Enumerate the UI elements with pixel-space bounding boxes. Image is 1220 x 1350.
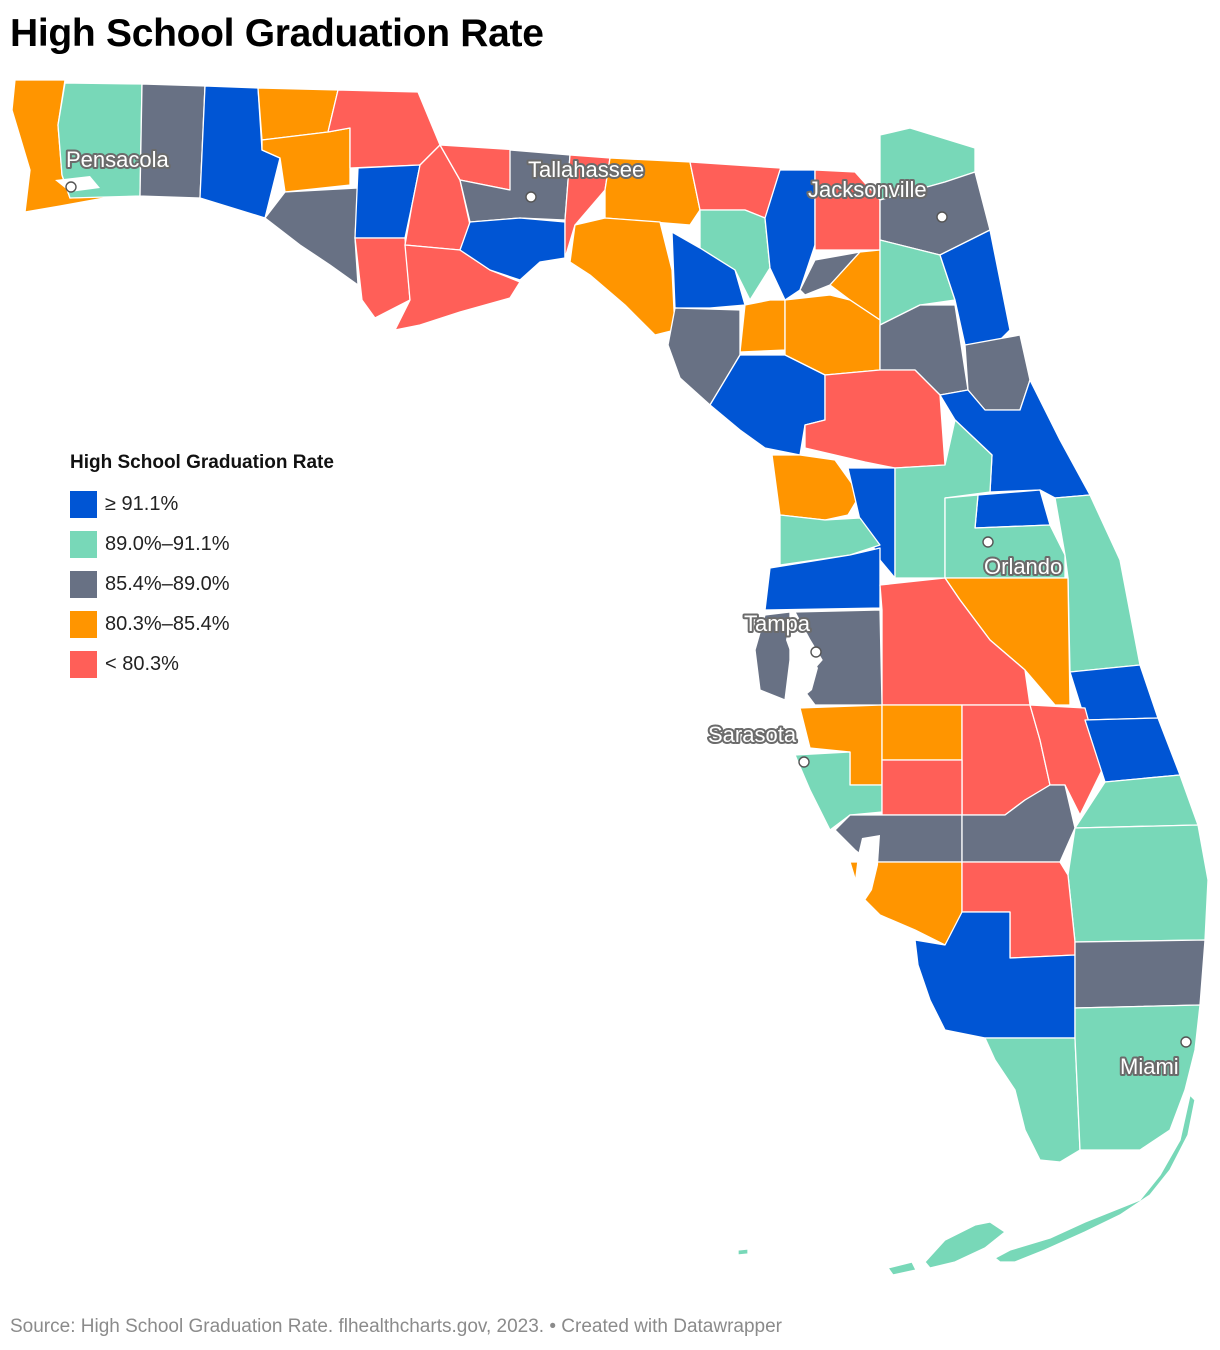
city-sarasota: Sarasota (706, 720, 810, 768)
legend-swatch (70, 570, 97, 598)
city-jacksonville: Jacksonville (806, 175, 948, 223)
charlotte-harbor (855, 835, 880, 905)
city-pensacola: Pensacola (64, 145, 172, 193)
city-dot (65, 181, 77, 193)
city-orlando: Orlando (982, 536, 1064, 581)
county-marion[interactable] (804, 369, 946, 469)
legend-swatch (70, 650, 97, 678)
city-label: Miami (1120, 1054, 1179, 1079)
county-monroe[interactable] (984, 1037, 1081, 1163)
county-okaloosa[interactable] (139, 83, 206, 199)
county-gulf[interactable] (354, 237, 411, 319)
legend-swatch (70, 530, 97, 558)
city-label: Tallahassee (528, 157, 644, 182)
legend-item: 89.0%–91.1% (70, 524, 334, 564)
legend-swatch (70, 490, 97, 518)
county-okeechobee[interactable] (1029, 704, 1103, 816)
florida-keys (994, 1094, 1196, 1263)
county-wakulla[interactable] (459, 217, 566, 281)
key-tortugas (737, 1248, 749, 1256)
county-clay[interactable] (879, 239, 956, 326)
county-gilchrist[interactable] (739, 299, 786, 353)
city-dot (982, 536, 994, 548)
city-label: Jacksonville (808, 177, 927, 202)
city-dot (798, 756, 810, 768)
legend-label: 89.0%–91.1% (105, 532, 230, 555)
county-lake[interactable] (894, 419, 993, 579)
legend-swatch (70, 610, 97, 638)
county-broward[interactable] (1074, 939, 1206, 1009)
county-seminole[interactable] (974, 489, 1051, 529)
city-miami: Miami (1118, 1036, 1192, 1081)
county-bay[interactable] (264, 187, 359, 286)
key-small-west (887, 1261, 917, 1276)
county-citrus[interactable] (771, 454, 861, 521)
county-pinellas[interactable] (754, 611, 791, 701)
source-footer: Source: High School Graduation Rate. flh… (10, 1316, 783, 1337)
city-tallahassee: Tallahassee (525, 155, 646, 203)
tampa-bay (786, 618, 818, 700)
county-desoto[interactable] (881, 759, 963, 816)
legend-label: < 80.3% (105, 652, 179, 675)
city-label: Orlando (984, 554, 1062, 579)
city-label: Tampa (744, 611, 811, 636)
legend-item: ≥ 91.1% (70, 484, 334, 524)
city-dot (1180, 1036, 1192, 1048)
county-palm-beach[interactable] (1067, 824, 1209, 943)
city-label: Sarasota (708, 722, 797, 747)
legend-title: High School Graduation Rate (70, 452, 334, 473)
county-pasco[interactable] (764, 547, 881, 611)
city-dot (936, 211, 948, 223)
legend-label: ≥ 91.1% (105, 492, 179, 515)
legend: High School Graduation Rate ≥ 91.1% 89.0… (70, 452, 334, 684)
page-title: High School Graduation Rate (10, 12, 544, 55)
county-hardee[interactable] (881, 704, 963, 761)
county-hillsborough[interactable] (794, 609, 883, 706)
city-dot (525, 191, 537, 203)
legend-item: 85.4%–89.0% (70, 564, 334, 604)
city-dot (810, 646, 822, 658)
county-taylor[interactable] (569, 217, 676, 336)
key-large (924, 1221, 1006, 1269)
florida-county-map: Pensacola Tallahassee Jacksonville Orlan… (0, 70, 1220, 1300)
county-hernando[interactable] (779, 514, 881, 566)
legend-item: < 80.3% (70, 644, 334, 684)
county-polk[interactable] (879, 577, 1031, 706)
city-tampa: Tampa (742, 609, 822, 658)
county-charlotte[interactable] (834, 814, 963, 863)
county-sumter[interactable] (847, 467, 896, 579)
legend-label: 80.3%–85.4% (105, 612, 230, 635)
legend-label: 85.4%–89.0% (105, 572, 230, 595)
legend-item: 80.3%–85.4% (70, 604, 334, 644)
city-label: Pensacola (66, 147, 170, 172)
county-miami-dade[interactable] (1074, 1004, 1201, 1151)
